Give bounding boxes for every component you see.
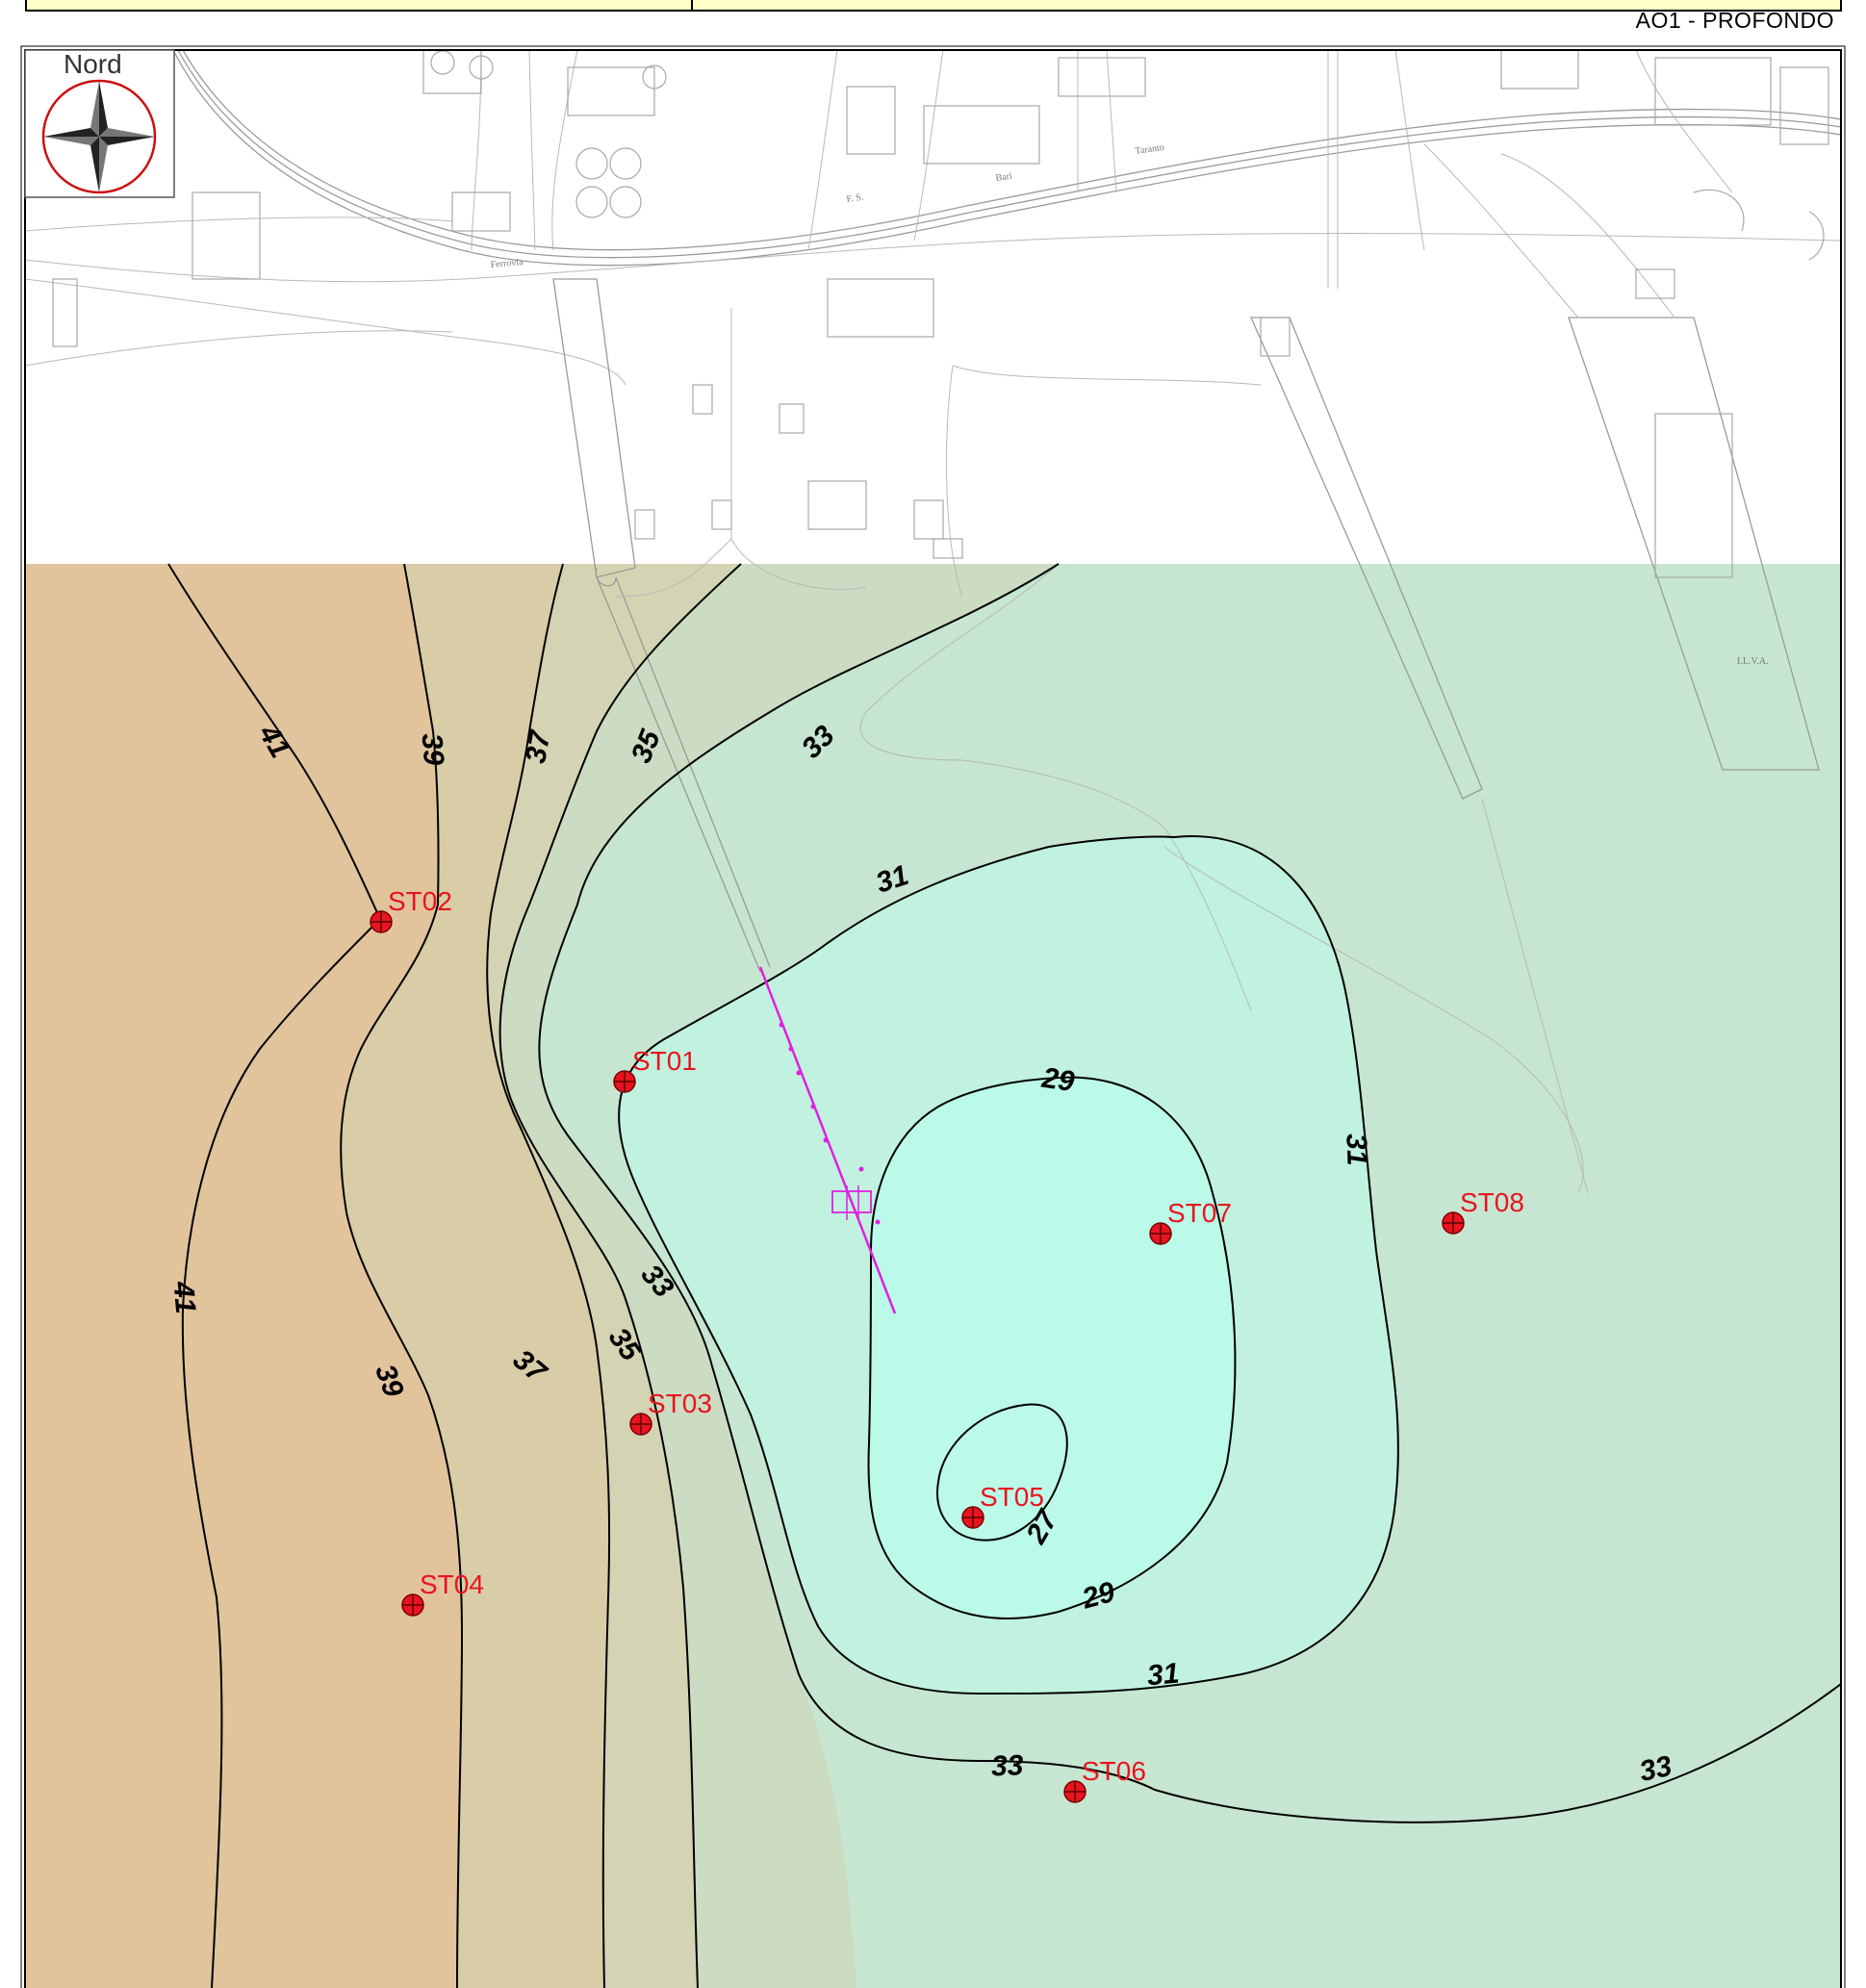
contour-label: 33 <box>1637 1750 1675 1788</box>
contour-line-31 <box>618 835 1399 1695</box>
station-st04[interactable]: ST04 <box>401 1569 484 1617</box>
station-st08[interactable]: ST08 <box>1442 1187 1524 1235</box>
pipeline <box>758 966 897 1314</box>
station-st05[interactable]: ST05 <box>961 1482 1044 1529</box>
station-label: ST03 <box>648 1389 712 1418</box>
band-29 <box>868 1077 1236 1618</box>
stations: ST01 ST02 ST03 ST04 ST05 <box>370 886 1524 1803</box>
compass-label: Nord <box>64 49 122 79</box>
contour-line-39 <box>340 563 464 1988</box>
station-st03[interactable]: ST03 <box>629 1389 712 1436</box>
station-st06[interactable]: ST06 <box>1063 1756 1146 1803</box>
map-frame-inner <box>20 45 1846 1988</box>
station-st01[interactable]: ST01 <box>613 1046 697 1093</box>
compass-box: Nord <box>24 49 175 198</box>
contour-label: 37 <box>520 727 557 766</box>
contour-lines <box>167 563 1841 1988</box>
header-strip <box>25 0 1842 12</box>
station-label: ST08 <box>1460 1187 1524 1217</box>
station-label: ST06 <box>1082 1756 1146 1786</box>
contour-label: 41 <box>166 1280 201 1315</box>
basemap-label-ferrovia: Ferrovia <box>490 257 524 270</box>
basemap-label-fs: F. S. <box>846 192 864 205</box>
station-st07[interactable]: ST07 <box>1149 1198 1232 1245</box>
contour-label: 31 <box>1340 1133 1372 1166</box>
compass-rose-icon <box>41 79 157 194</box>
contour-line-41 <box>167 563 382 1988</box>
contour-bands <box>25 564 1841 1988</box>
basemap-label-ilva: I.L.V.A. <box>1737 656 1769 667</box>
contour-line-27 <box>936 1403 1068 1542</box>
station-label: ST07 <box>1167 1198 1232 1228</box>
contour-label: 29 <box>1039 1062 1077 1099</box>
contour-line-37 <box>486 563 611 1988</box>
contour-label: 33 <box>990 1749 1024 1782</box>
station-label: ST02 <box>388 886 452 916</box>
map-content: Ferrovia Bari Taranto F. S. I.L.V.A. 41 … <box>25 50 1841 1988</box>
header-divider <box>691 0 693 12</box>
basemap-label-taranto: Taranto <box>1135 142 1165 157</box>
contour-line-33 <box>538 563 1841 1823</box>
map-frame <box>24 49 1842 1988</box>
station-label: ST04 <box>420 1569 484 1599</box>
basemap-label-bari: Bari <box>995 171 1013 184</box>
station-label: ST01 <box>632 1046 697 1076</box>
contour-label: 31 <box>1146 1658 1181 1693</box>
contour-line-35 <box>498 563 742 1988</box>
contour-label: 39 <box>415 732 449 767</box>
band-41-core <box>25 564 380 1988</box>
station-label: ST05 <box>980 1482 1044 1512</box>
station-st02[interactable]: ST02 <box>370 886 452 933</box>
basemap: Ferrovia Bari Taranto F. S. I.L.V.A. <box>25 50 1841 1194</box>
drawing-title: AO1 - PROFONDO <box>1635 8 1834 33</box>
contour-line-29 <box>867 1076 1237 1619</box>
